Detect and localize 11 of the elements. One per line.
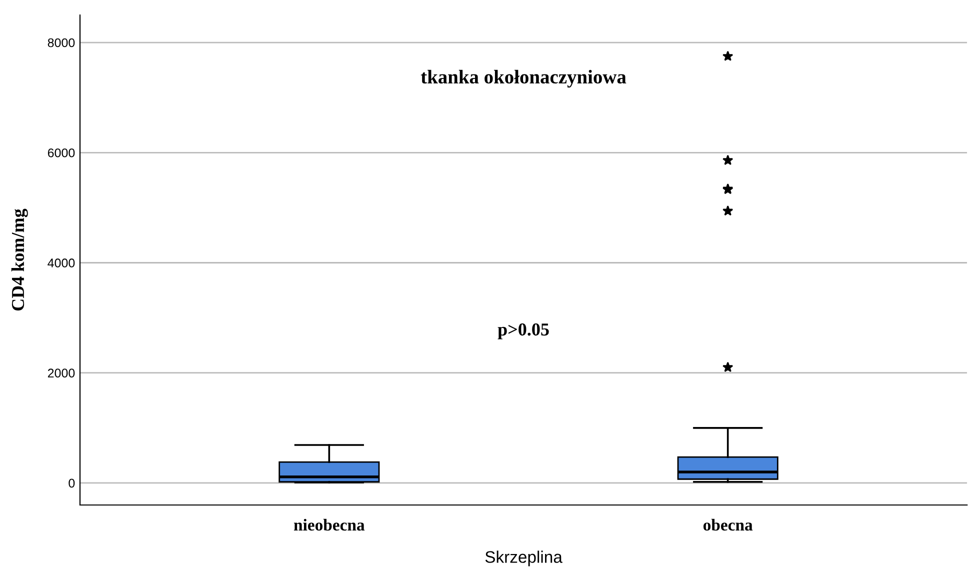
annotation: tkanka okołonaczyniowa	[420, 70, 626, 88]
y-tick-label: 4000	[48, 258, 75, 268]
y-tick-label: 6000	[48, 148, 75, 158]
y-axis-title: CD4 kom/mg	[11, 208, 28, 311]
annotation: p>0.05	[498, 323, 549, 340]
y-tick-label: 0	[68, 478, 75, 488]
y-tick-label: 2000	[48, 368, 75, 378]
x-axis-title: Skrzeplina	[485, 550, 562, 566]
y-tick-label: 8000	[48, 38, 75, 48]
x-tick-label: obecna	[703, 518, 753, 531]
x-tick-label: nieobecna	[294, 518, 365, 531]
